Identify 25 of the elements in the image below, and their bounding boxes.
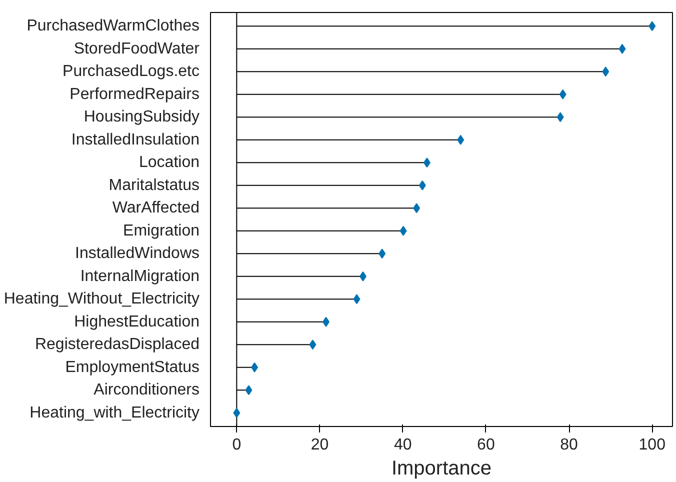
y-tick-label: WarAffected bbox=[112, 200, 200, 217]
y-tick-label: Location bbox=[139, 154, 200, 172]
y-tick-label: PurchasedLogs.etc bbox=[62, 63, 200, 80]
y-tick-label: PurchasedWarmClothes bbox=[26, 18, 200, 35]
y-tick-label: RegisteredasDisplaced bbox=[34, 336, 200, 354]
y-tick-label: InternalMigration bbox=[80, 268, 200, 285]
y-tick-label: EmploymentStatus bbox=[65, 358, 200, 376]
x-tick-label: 80 bbox=[560, 436, 578, 454]
x-tick-label: 60 bbox=[477, 436, 495, 454]
y-tick-label: StoredFoodWater bbox=[74, 40, 200, 58]
y-tick-label: Maritalstatus bbox=[108, 176, 200, 194]
x-tick-label: 20 bbox=[310, 436, 329, 454]
y-tick-label: Heating_Without_Electricity bbox=[4, 290, 200, 308]
y-tick-label: HighestEducation bbox=[74, 313, 200, 330]
x-tick-label: 0 bbox=[232, 436, 242, 454]
y-tick-label: Airconditioners bbox=[94, 382, 200, 399]
x-axis-title: Importance bbox=[391, 458, 492, 480]
x-tick-label: 100 bbox=[638, 436, 666, 454]
y-tick-label: PerformedRepairs bbox=[70, 86, 200, 103]
y-tick-label: InstalledInsulation bbox=[71, 131, 200, 148]
y-tick-label: InstalledWindows bbox=[75, 245, 200, 262]
y-tick-label: HousingSubsidy bbox=[84, 108, 200, 126]
y-tick-label: Emigration bbox=[123, 222, 200, 240]
y-tick-label: Heating_with_Electricity bbox=[30, 404, 200, 422]
x-tick-label: 40 bbox=[394, 436, 412, 454]
